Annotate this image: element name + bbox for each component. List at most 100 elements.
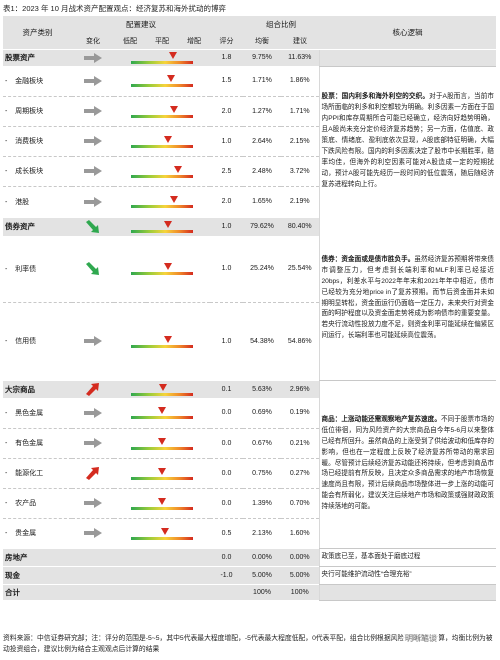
gauge-pointer-icon xyxy=(164,135,173,143)
table-row-growth: - 成长板块 2.5 2.48% 3.72% xyxy=(3,156,496,187)
gauge-pointer-icon xyxy=(161,527,170,535)
arrow-right-icon xyxy=(84,75,102,86)
arrow-right-icon xyxy=(84,106,102,116)
allocation-gauge xyxy=(131,262,193,276)
arrow-up-right-icon xyxy=(86,467,99,480)
score-cell: 0.5 xyxy=(210,518,243,549)
table-row-commodities: 大宗商品 0.1 5.63% 2.96% 商品：上涨动能还需观察地产复苏速度。不… xyxy=(3,379,496,549)
table-row-cash: 现金 -1.0 5.00% 5.00% 央行可能维护流动性“合理充裕” xyxy=(3,565,496,585)
arrow-right-icon xyxy=(84,52,102,63)
allocation-gauge xyxy=(131,406,193,420)
gauge-pointer-icon xyxy=(158,383,167,391)
advice-cell: 0.19% xyxy=(281,398,319,429)
equal-weight-cell: 5.00% xyxy=(243,565,281,584)
equal-weight-cell: 1.65% xyxy=(243,186,281,218)
equal-weight-cell: 1.39% xyxy=(243,488,281,519)
arrow-right-icon xyxy=(84,196,102,207)
gauge-bar xyxy=(131,84,193,88)
allocation-gauge xyxy=(131,527,193,540)
allocation-gauge xyxy=(131,165,193,178)
gauge xyxy=(114,398,210,429)
row-label: - 金融板块 xyxy=(3,66,72,97)
arrow-right-icon xyxy=(84,336,102,346)
gauge-bar xyxy=(131,174,193,178)
score-cell: 2.0 xyxy=(210,96,243,127)
gauge xyxy=(114,458,210,489)
table-row-cyclicals: - 周期板块 2.0 1.27% 1.71% xyxy=(3,96,496,127)
advice-cell: 0.21% xyxy=(281,428,319,459)
row-label: 房地产 xyxy=(3,547,72,566)
gauge-pointer-icon xyxy=(167,75,176,83)
header-neutral: 平配 xyxy=(146,33,178,49)
allocation-gauge xyxy=(131,335,193,348)
gauge-pointer-icon xyxy=(170,196,179,203)
header-change: 变化 xyxy=(72,33,114,49)
gauge-bar xyxy=(131,61,193,65)
gauge xyxy=(114,428,210,459)
score-cell: 0.0 xyxy=(210,488,243,519)
row-label: 大宗商品 xyxy=(3,379,72,398)
gauge-bar xyxy=(131,144,193,148)
gauge-bar xyxy=(131,344,193,348)
allocation-gauge xyxy=(131,437,193,450)
gauge-pointer-icon xyxy=(158,437,166,445)
row-label: 债券资产 xyxy=(3,216,72,236)
equal-weight-cell: 5.63% xyxy=(243,379,281,398)
gauge-pointer-icon xyxy=(164,263,173,271)
gauge-bar xyxy=(131,230,193,234)
equal-weight-cell: 54.38% xyxy=(243,302,281,381)
change-arrow xyxy=(72,186,114,218)
gauge-pointer-icon xyxy=(169,52,178,60)
gauge xyxy=(114,518,210,549)
row-label: - 成长板块 xyxy=(3,156,72,187)
advice-cell: 5.00% xyxy=(281,565,319,584)
table-row-bonds: 债券资产 1.0 79.62% 80.40% 债券：资金面或是债市胜负手。虽然经… xyxy=(3,216,496,381)
row-label: - 利率债 xyxy=(3,236,72,303)
table-row-stocks: 股票资产 1.8 9.75% 11.63% xyxy=(3,48,496,67)
advice-cell: 0.27% xyxy=(281,458,319,489)
row-label: 股票资产 xyxy=(3,48,72,66)
score-cell: 1.0 xyxy=(210,236,243,303)
arrow-right-icon xyxy=(84,166,102,176)
score-cell: 1.0 xyxy=(210,302,243,381)
table-row-ferrous: - 黑色金属 0.0 0.69% 0.19% xyxy=(3,398,496,429)
equal-weight-cell: 1.27% xyxy=(243,96,281,127)
equal-weight-cell: 1.71% xyxy=(243,66,281,97)
advice-cell: 11.63% xyxy=(281,48,319,66)
gauge-bar xyxy=(131,272,193,276)
equal-weight-cell: 0.75% xyxy=(243,458,281,489)
arrow-right-icon xyxy=(84,407,102,418)
gauge xyxy=(114,302,210,381)
logic-commodities: 商品：上涨动能还需观察地产复苏速度。不同于股票市场的低位徘徊，同为风险资产的大宗… xyxy=(318,379,496,549)
allocation-gauge xyxy=(131,135,193,148)
gauge xyxy=(114,236,210,303)
advice-cell: 1.86% xyxy=(281,66,319,97)
score-cell: 0.0 xyxy=(210,398,243,429)
advice-cell: 2.19% xyxy=(281,186,319,218)
logic-blank xyxy=(318,48,496,67)
table-row-realestate: 房地产 0.0 0.00% 0.00% 政策底已至，基本面处于磨底过程 xyxy=(3,547,496,567)
allocation-gauge xyxy=(131,105,193,118)
change-arrow xyxy=(72,302,114,381)
row-label: - 农产品 xyxy=(3,488,72,519)
header-low: 低配 xyxy=(114,33,146,49)
change-arrow xyxy=(72,398,114,429)
row-label: - 有色金属 xyxy=(3,428,72,459)
table-row-nonferrous: - 有色金属 0.0 0.67% 0.21% xyxy=(3,428,496,459)
advice-cell: 25.54% xyxy=(281,236,319,303)
logic-blank xyxy=(318,583,496,601)
equal-weight-cell: 100% xyxy=(243,583,281,600)
row-label: - 港股 xyxy=(3,186,72,218)
allocation-gauge xyxy=(131,497,193,510)
gauge-bar xyxy=(131,446,193,450)
gauge xyxy=(114,66,210,97)
row-label: - 能源化工 xyxy=(3,458,72,489)
equal-weight-cell: 0.67% xyxy=(243,428,281,459)
gauge-pointer-icon xyxy=(158,467,166,475)
change-arrow xyxy=(72,379,114,398)
score-cell: 0.1 xyxy=(210,379,243,398)
row-label: 合计 xyxy=(3,583,72,600)
gauge xyxy=(114,186,210,218)
gauge-bar xyxy=(131,392,193,396)
logic-realestate: 政策底已至，基本面处于磨底过程 xyxy=(318,547,496,567)
